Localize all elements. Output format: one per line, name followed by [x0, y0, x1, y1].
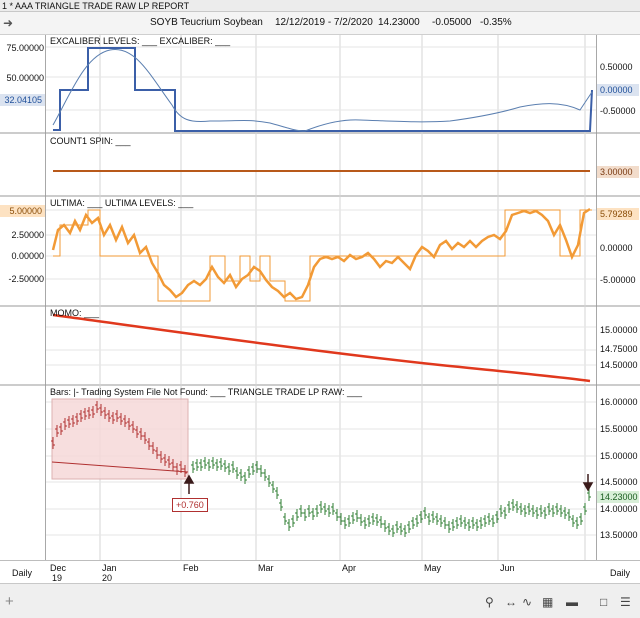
year-label: 20 [102, 573, 113, 583]
interval-left[interactable]: Daily [12, 568, 33, 578]
excaliber-right-tick: -0.50000 [600, 106, 636, 116]
month-label: May [424, 563, 442, 573]
momo-right-tick: 15.00000 [600, 325, 638, 335]
ultima-left-tick: -2.50000 [8, 274, 44, 284]
momo-right-tick: 14.50000 [600, 360, 638, 370]
trade-exit-arrow [582, 474, 594, 492]
ultima-left-tag: 5.00000 [0, 205, 45, 217]
price-right-tick: 14.00000 [600, 504, 638, 514]
momo-line [52, 313, 591, 383]
count1-title: COUNT1 SPIN: ___ [50, 136, 131, 146]
momo-right-tick: 14.75000 [600, 344, 638, 354]
bottom-toolbar: + ⚲ ↔ ∿ ▦ ▬ □ ☰ [0, 583, 640, 618]
chart-area[interactable]: EXCALIBER LEVELS: ___ EXCALIBER: ___ COU… [0, 35, 640, 583]
ultima-title: ULTIMA: ___ ULTIMA LEVELS: ___ [50, 198, 194, 208]
month-label: Dec [50, 563, 67, 573]
month-gridlines [99, 35, 586, 560]
momo-title: MOMO: ___ [50, 308, 100, 318]
ultima-right-tick: 0.00000 [600, 243, 633, 253]
zoom-icon[interactable]: ↔ [505, 595, 517, 609]
interval-right[interactable]: Daily [610, 568, 631, 578]
symbol-name: Teucrium Soybean [180, 17, 263, 28]
ultima-line [51, 207, 591, 301]
triangle-trade-line [51, 461, 189, 473]
ultima-left-tick: 2.50000 [11, 230, 44, 240]
price-change: -0.05000 [432, 17, 472, 28]
count1-right-tag: 3.00000 [597, 166, 639, 178]
price-right-tick: 14.50000 [600, 477, 638, 487]
year-label: 19 [52, 573, 63, 583]
line-chart-icon[interactable]: ∿ [522, 595, 533, 609]
price-right-tick: 15.00000 [600, 451, 638, 461]
ultima-right-tick: -5.00000 [600, 275, 636, 285]
excaliber-title: EXCALIBER LEVELS: ___ EXCALIBER: ___ [50, 36, 231, 46]
price-right-tick: 13.50000 [600, 530, 638, 540]
arrow-right-icon[interactable]: ➜ [3, 16, 14, 30]
price-right-tag: 14.23000 [597, 491, 639, 503]
window-title: 1 * AAA TRIANGLE TRADE RAW LP REPORT [0, 0, 640, 12]
symbol-info-bar: ➜ SOYB Teucrium Soybean 12/12/2019 - 7/2… [0, 12, 640, 35]
list-icon[interactable]: ☰ [620, 595, 631, 609]
excaliber-right-tag: 0.00000 [597, 84, 639, 96]
price-change-pct: -0.35% [480, 17, 512, 28]
trade-entry-arrow [183, 474, 195, 494]
search-icon[interactable]: ⚲ [485, 595, 494, 609]
price-right-tick: 16.00000 [600, 397, 638, 407]
price-bars-early [51, 401, 187, 477]
last-price: 14.23000 [378, 17, 420, 28]
excaliber-left-tag: 32.04105 [0, 94, 45, 106]
month-label: Jan [102, 563, 117, 573]
date-range: 12/12/2019 - 7/2/2020 [275, 17, 373, 28]
month-label: Feb [183, 563, 199, 573]
book-icon[interactable]: □ [600, 595, 608, 609]
symbol-ticker: SOYB [150, 17, 178, 28]
add-icon[interactable]: + [5, 593, 14, 610]
ultima-levels-line [53, 209, 592, 302]
chart-canvas[interactable] [0, 35, 640, 583]
excaliber-levels-line [53, 47, 593, 132]
excaliber-left-tick: 50.00000 [6, 73, 44, 83]
excaliber-right-tick: 0.50000 [600, 62, 633, 72]
grid-icon[interactable]: ▦ [542, 595, 554, 609]
ultima-left-tick: 0.00000 [11, 251, 44, 261]
ultima-right-tag: 5.79289 [597, 208, 639, 220]
x-axis: Daily Dec 19 Jan 20 Feb Mar Apr May Jun … [0, 560, 640, 583]
excaliber-left-tick: 75.00000 [6, 43, 44, 53]
month-label: Apr [342, 563, 357, 573]
trade-gain-label: +0.760 [172, 498, 208, 512]
left-axis [0, 35, 46, 583]
excaliber-curve [52, 49, 593, 132]
price-title: Bars: |- Trading System File Not Found: … [50, 387, 362, 397]
month-label: Jun [500, 563, 515, 573]
price-bars-late [191, 457, 591, 537]
month-label: Mar [258, 563, 274, 573]
panel-icon[interactable]: ▬ [566, 595, 578, 609]
price-right-tick: 15.50000 [600, 424, 638, 434]
